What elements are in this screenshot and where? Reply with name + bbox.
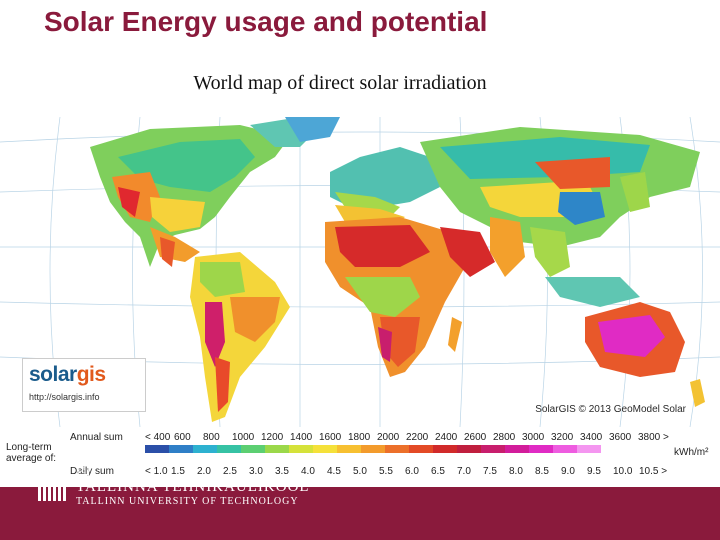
legend-tick: 2.5 — [223, 466, 237, 477]
legend-tick: 10.5 > — [639, 466, 668, 477]
legend-swatch — [433, 445, 457, 453]
legend-tick: 1800 — [348, 432, 371, 443]
legend-tick: 1600 — [319, 432, 342, 443]
legend-tick: 4.5 — [327, 466, 341, 477]
legend-tick: 8.5 — [535, 466, 549, 477]
legend-tick: 3000 — [522, 432, 545, 443]
legend-tick: 3800 > — [638, 432, 669, 443]
legend-tick: 7.0 — [457, 466, 471, 477]
legend-tick: 6.0 — [405, 466, 419, 477]
legend-swatch — [193, 445, 217, 453]
legend-tick: 3.5 — [275, 466, 289, 477]
footer-band — [0, 487, 720, 540]
university-emblem-icon — [38, 469, 66, 501]
slide-title: Solar Energy usage and potential — [44, 6, 488, 37]
legend-tick: 5.0 — [353, 466, 367, 477]
legend-tick: 1200 — [261, 432, 284, 443]
slide-subtitle: World map of direct solar irradiation — [193, 72, 487, 94]
logo-url: http://solargis.info — [29, 392, 100, 402]
legend-tick: 9.5 — [587, 466, 601, 477]
south-america — [190, 252, 290, 422]
arabia — [440, 227, 495, 277]
map-credit: SolarGIS © 2013 GeoModel Solar — [535, 404, 686, 415]
color-scale — [145, 445, 601, 453]
legend-swatch — [409, 445, 433, 453]
legend-swatch — [481, 445, 505, 453]
legend-tick: 2.0 — [197, 466, 211, 477]
legend-swatch — [577, 445, 601, 453]
legend-swatch — [217, 445, 241, 453]
annual-ticks: < 400 600 800 1000 1200 1400 1600 1800 2000 2200 2… — [145, 432, 669, 443]
asia — [420, 127, 700, 307]
legend-swatch — [145, 445, 169, 453]
legend-tick: 1000 — [232, 432, 255, 443]
legend-tick: < 400 — [145, 432, 171, 443]
greenland — [285, 117, 340, 142]
legend-tick: 1.5 — [171, 466, 185, 477]
legend-tick: 2400 — [435, 432, 458, 443]
legend-swatch — [385, 445, 409, 453]
legend-tick: 800 — [203, 432, 220, 443]
australia — [585, 302, 705, 407]
legend-swatch — [265, 445, 289, 453]
legend-tick: 2000 — [377, 432, 400, 443]
solargis-logo: solargis http://solargis.info — [22, 358, 146, 412]
legend-swatch — [361, 445, 385, 453]
europe — [330, 147, 440, 225]
daily-sum-label: Daily sum — [70, 466, 114, 477]
legend-tick: 1400 — [290, 432, 313, 443]
legend-tick: 3600 — [609, 432, 632, 443]
legend-tick: 5.5 — [379, 466, 393, 477]
daily-ticks: < 1.0 1.5 2.0 2.5 3.0 3.5 4.0 4.5 5.0 5.5 6.0 6.5 7.… — [145, 466, 668, 477]
legend-tick: 8.0 — [509, 466, 523, 477]
solar-irradiation-map: SolarGIS © 2013 GeoModel Solar solargis … — [0, 117, 720, 427]
legend-tick: 3200 — [551, 432, 574, 443]
legend-tick: 9.0 — [561, 466, 575, 477]
legend-tick: 600 — [174, 432, 191, 443]
irradiation-legend: Long-term average of: Annual sum Daily s… — [0, 428, 720, 484]
legend-swatch — [529, 445, 553, 453]
legend-swatch — [169, 445, 193, 453]
legend-tick: 3.0 — [249, 466, 263, 477]
legend-swatch — [505, 445, 529, 453]
solargis-wordmark: solargis — [29, 363, 106, 387]
world-map-svg — [0, 117, 720, 427]
footer-name-et: TALLINNA TEHNIKAÜLIKOOL — [76, 479, 310, 495]
legend-tick: < 1.0 — [145, 466, 168, 477]
africa — [325, 217, 465, 377]
legend-tick: 2600 — [464, 432, 487, 443]
legend-swatch — [313, 445, 337, 453]
legend-swatch — [241, 445, 265, 453]
north-america — [90, 117, 320, 267]
legend-tick: 2200 — [406, 432, 429, 443]
legend-tick: 10.0 — [613, 466, 633, 477]
annual-sum-label: Annual sum — [70, 432, 123, 443]
long-term-label: Long-term average of: — [6, 442, 57, 464]
legend-tick: 7.5 — [483, 466, 497, 477]
legend-tick: 2800 — [493, 432, 516, 443]
legend-tick: 4.0 — [301, 466, 315, 477]
legend-swatch — [457, 445, 481, 453]
legend-tick: 6.5 — [431, 466, 445, 477]
footer-year: 1918 — [76, 468, 96, 479]
legend-swatch — [289, 445, 313, 453]
legend-tick: 3400 — [580, 432, 603, 443]
logo-word-solar: solar — [29, 363, 77, 386]
unit-label: kWh/m² — [674, 447, 709, 458]
legend-swatch — [337, 445, 361, 453]
legend-swatch — [553, 445, 577, 453]
logo-word-gis: gis — [76, 363, 106, 386]
footer-name-en: TALLINN UNIVERSITY OF TECHNOLOGY — [76, 496, 299, 507]
